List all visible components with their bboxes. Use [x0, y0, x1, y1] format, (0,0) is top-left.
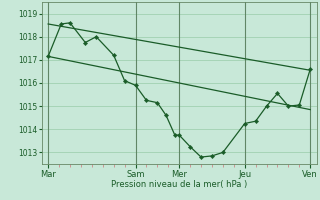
X-axis label: Pression niveau de la mer( hPa ): Pression niveau de la mer( hPa ): [111, 180, 247, 189]
